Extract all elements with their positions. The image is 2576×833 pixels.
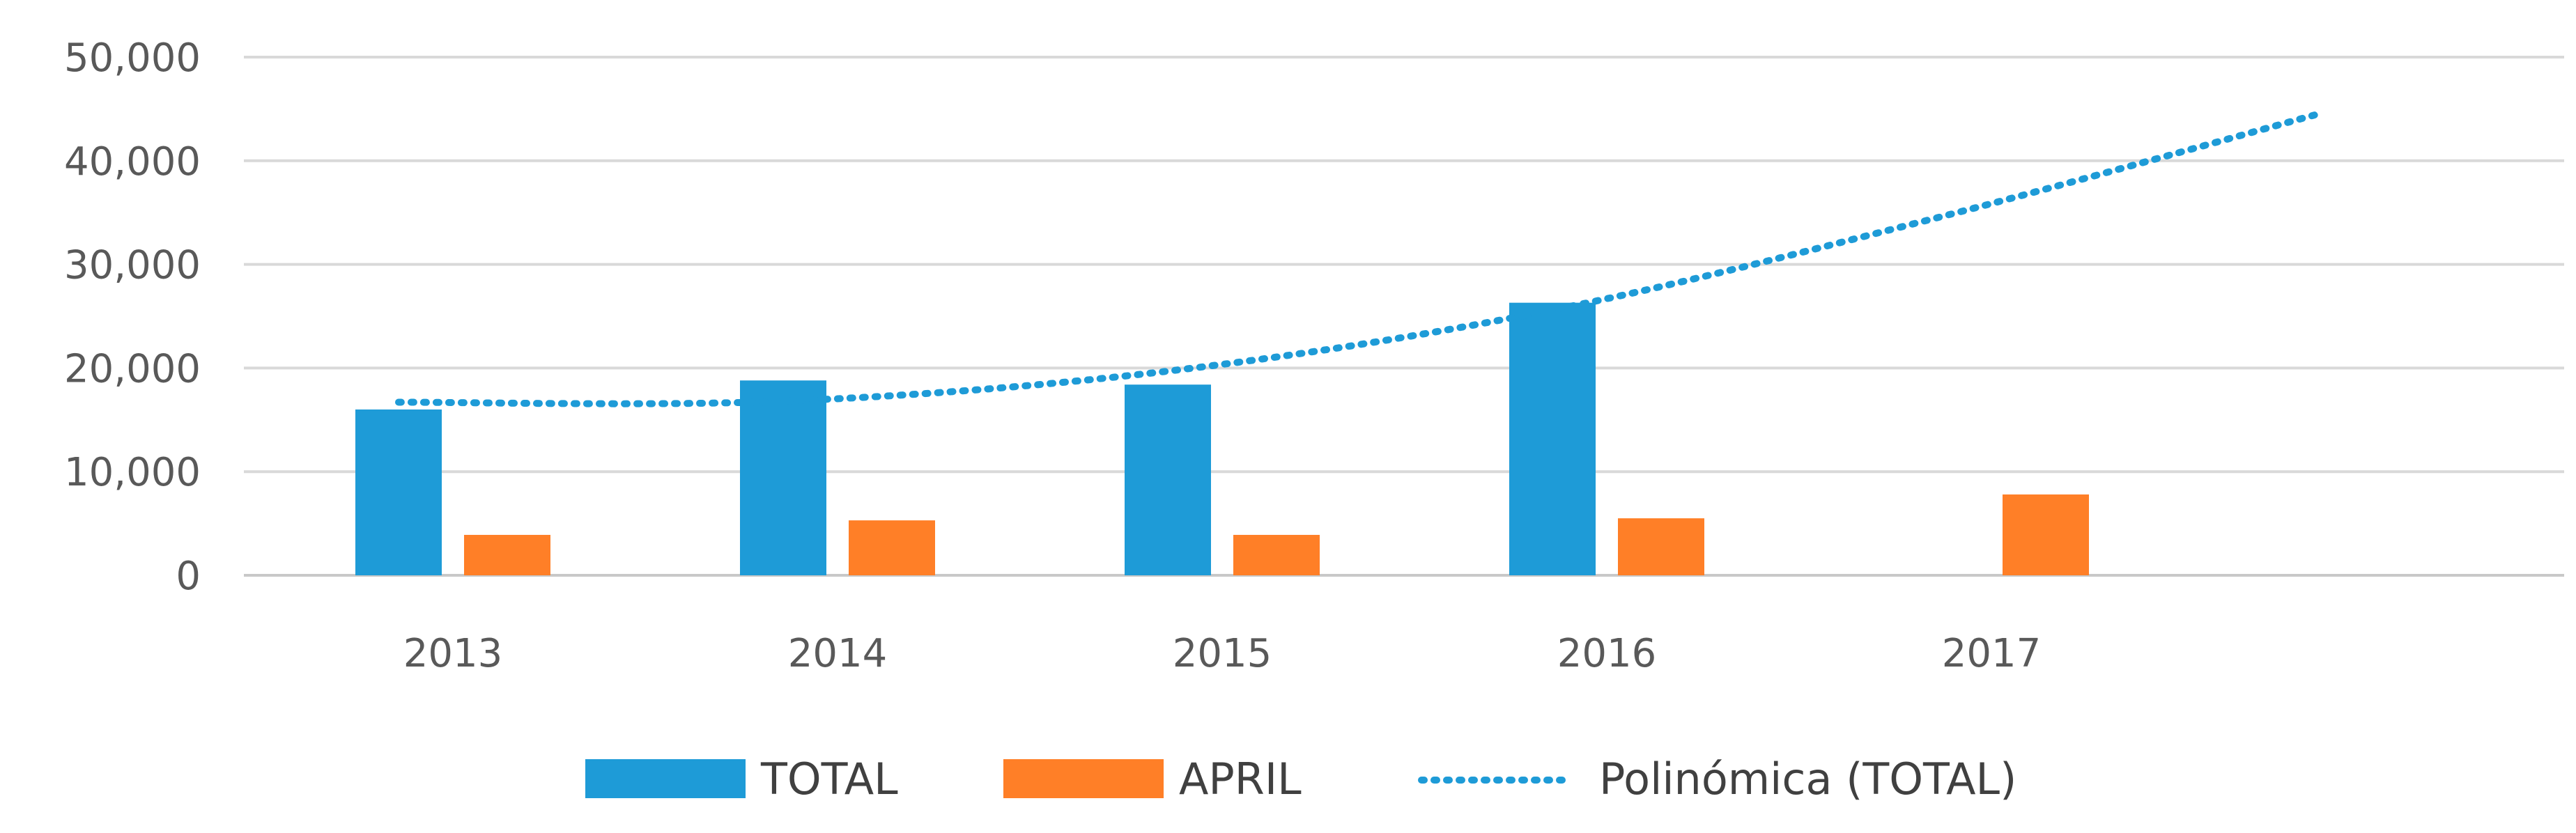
legend-swatch-total [585, 759, 746, 798]
legend-label-trendline: Polinómica (TOTAL) [1599, 754, 2016, 804]
bar-april-2015 [1233, 534, 1320, 575]
legend: TOTAL APRIL Polinómica (TOTAL) [585, 754, 2016, 804]
x-axis: 2013 2014 2015 2016 2017 [403, 631, 2042, 676]
trendline-path [395, 109, 2325, 407]
y-tick-label: 0 [176, 554, 201, 599]
x-tick-label: 2014 [788, 631, 888, 676]
bars [355, 302, 2089, 575]
gridlines [244, 56, 2564, 577]
trendline [395, 109, 2325, 407]
legend-swatch-april [1003, 759, 1164, 798]
x-tick-label: 2013 [403, 631, 503, 676]
y-tick-label: 10,000 [64, 450, 201, 495]
legend-label-total: TOTAL [760, 754, 898, 804]
bar-total-2015 [1125, 384, 1211, 575]
bar-april-2016 [1618, 518, 1704, 575]
bar-total-2016 [1509, 302, 1596, 575]
y-tick-label: 50,000 [64, 36, 201, 81]
y-tick-label: 20,000 [64, 346, 201, 391]
bar-total-2014 [740, 380, 826, 575]
y-axis: 0 10,000 20,000 30,000 40,000 50,000 [64, 36, 201, 599]
bar-april-2013 [464, 534, 550, 575]
legend-label-april: APRIL [1179, 754, 1302, 804]
y-tick-label: 30,000 [64, 243, 201, 288]
bar-april-2014 [849, 520, 935, 575]
x-tick-label: 2016 [1557, 631, 1657, 676]
y-tick-label: 40,000 [64, 139, 201, 185]
x-tick-label: 2017 [1942, 631, 2042, 676]
bar-total-2013 [355, 409, 442, 575]
bar-april-2017 [2003, 494, 2089, 575]
x-tick-label: 2015 [1173, 631, 1272, 676]
